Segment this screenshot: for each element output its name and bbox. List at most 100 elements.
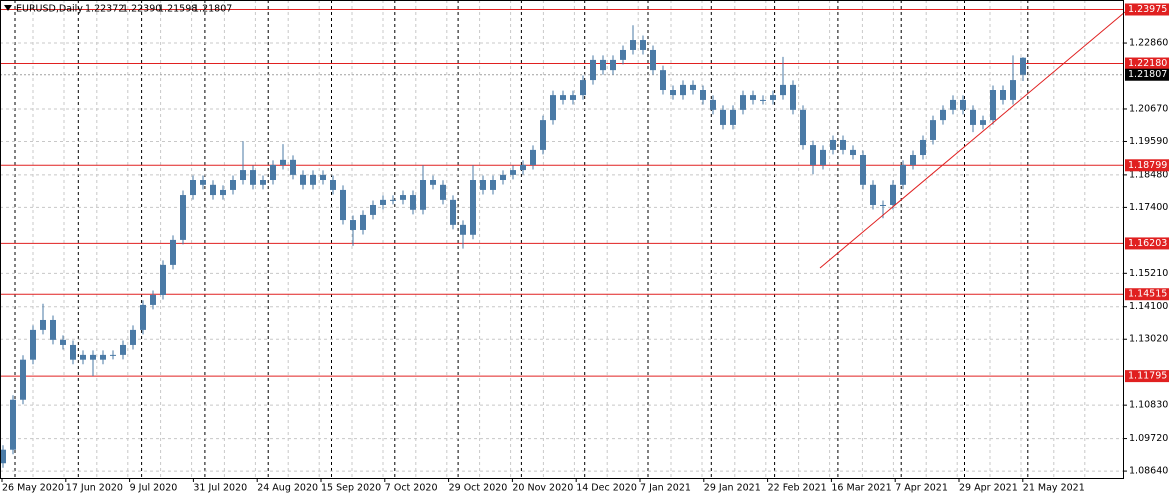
x-tick-label: 26 May 2020 [2, 483, 64, 494]
y-tick-label: 1.10830 [1129, 400, 1168, 411]
candle-body [750, 95, 756, 100]
candle-body [680, 84, 686, 96]
ohlc-close: 1.21807 [193, 4, 232, 15]
x-tick-label: 7 Apr 2021 [895, 483, 948, 494]
y-tick-label: 1.19590 [1129, 136, 1168, 147]
x-tick-label: 29 Apr 2021 [959, 483, 1018, 494]
candle-body [970, 109, 976, 125]
candle-body [460, 224, 466, 235]
candle-body [820, 149, 826, 165]
candle-body [510, 170, 516, 175]
candle-body [560, 95, 566, 100]
x-tick-label: 7 Jan 2021 [640, 483, 691, 494]
candle-body [430, 180, 436, 185]
candle-body [760, 99, 766, 101]
candle-body [930, 120, 936, 140]
x-tick-label: 31 Jul 2020 [193, 483, 247, 494]
x-tick-label: 29 Jan 2021 [704, 483, 761, 494]
candle-body [420, 180, 426, 210]
candle-body [30, 329, 36, 360]
price-label-box [1125, 68, 1169, 81]
ohlc-low: 1.21598 [158, 4, 197, 15]
candle-body [230, 180, 236, 190]
plot-frame [0, 0, 1124, 479]
x-tick-label: 20 Nov 2020 [512, 483, 573, 494]
candle-body [890, 184, 896, 205]
level-label: 1.22180 [1128, 58, 1167, 69]
candle-body [710, 99, 716, 110]
candle-body [630, 40, 636, 50]
candle-body [1000, 90, 1006, 100]
candle-body [740, 95, 746, 110]
candle-body [1020, 57, 1026, 75]
candle-body [940, 109, 946, 121]
candle-body [340, 189, 346, 221]
candle-body [370, 204, 376, 215]
level-label-box [1125, 159, 1169, 172]
candle-body [770, 95, 776, 100]
y-tick-label: 1.09720 [1129, 433, 1168, 444]
candle-body [380, 199, 386, 205]
candle-body [990, 90, 996, 121]
x-tick-label: 9 Jul 2020 [130, 483, 178, 494]
trend-line [819, 11, 1126, 269]
candle-body [100, 354, 106, 360]
x-tick-label: 17 Jun 2020 [66, 483, 123, 494]
candle-body [520, 164, 526, 171]
candle-body [490, 180, 496, 190]
x-tick-label: 14 Dec 2020 [576, 483, 637, 494]
x-tick-label: 7 Oct 2020 [385, 483, 438, 494]
x-tick-label: 15 Sep 2020 [321, 483, 381, 494]
candle-body [250, 170, 256, 185]
candle-body [980, 120, 986, 125]
candle-body [900, 164, 906, 185]
candle-body [360, 214, 366, 230]
candle-body [80, 354, 86, 360]
candle-body [600, 59, 606, 71]
level-label-box [1125, 57, 1169, 70]
candle-body [170, 239, 176, 265]
candle-body [10, 399, 16, 450]
y-tick-label: 1.15210 [1129, 268, 1168, 279]
candle-body [550, 95, 556, 121]
candle-body [840, 139, 846, 150]
candle-body [130, 329, 136, 345]
candle-body [90, 354, 96, 360]
x-tick-label: 16 Mar 2021 [831, 483, 891, 494]
candle-body [200, 180, 206, 185]
candle-body [570, 95, 576, 100]
grid [0, 0, 1123, 478]
candle-body [270, 164, 276, 181]
level-label: 1.18799 [1128, 160, 1167, 171]
y-tick-label: 1.08640 [1129, 466, 1168, 477]
candle-body [410, 195, 416, 210]
candle-body [780, 84, 786, 96]
candle-body [810, 145, 816, 165]
candle-body [240, 170, 246, 181]
candle-body [860, 155, 866, 185]
level-label-box [1125, 3, 1169, 16]
candle-body [390, 199, 396, 201]
candle-body [960, 99, 966, 110]
candle-body [610, 59, 616, 71]
candle-body [830, 139, 836, 150]
candle-body [70, 344, 76, 360]
ohlc-high: 1.22390 [122, 4, 161, 15]
candle-body [450, 199, 456, 225]
candle-body [650, 49, 656, 71]
collapse-icon[interactable] [4, 5, 12, 11]
y-tick-label: 1.22860 [1129, 38, 1168, 49]
candle-body [640, 40, 646, 50]
candle-body [310, 174, 316, 185]
candle-body [590, 59, 596, 81]
candle-body [800, 109, 806, 146]
candle-body [190, 180, 196, 196]
level-label: 1.16203 [1128, 238, 1167, 249]
candle-body [350, 220, 356, 230]
candle-body [20, 359, 26, 400]
candles [0, 8, 1123, 468]
candle-body [400, 195, 406, 200]
y-tick-label: 1.20670 [1129, 103, 1168, 114]
price-label: 1.21807 [1128, 69, 1167, 80]
candle-body [950, 99, 956, 110]
